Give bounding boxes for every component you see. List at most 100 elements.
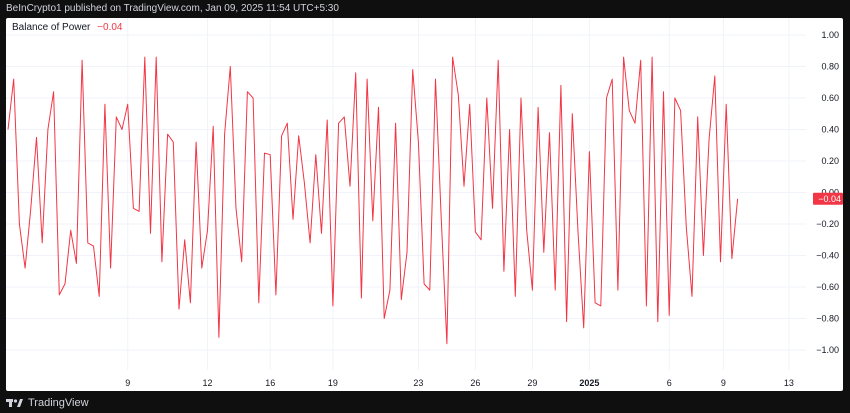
data-point — [53, 91, 54, 92]
y-tick-label: 0.80 — [821, 62, 839, 72]
data-point — [338, 123, 339, 124]
data-point — [583, 327, 584, 328]
data-point — [7, 129, 8, 130]
data-point — [566, 321, 567, 322]
x-tick-label: 29 — [527, 378, 537, 388]
data-point — [703, 255, 704, 256]
data-point — [19, 223, 20, 224]
data-point — [589, 151, 590, 152]
data-point — [463, 186, 464, 187]
data-point — [577, 231, 578, 232]
x-tick-label: 19 — [328, 378, 338, 388]
data-point — [669, 315, 670, 316]
last-value-label: −0.04 — [818, 194, 841, 204]
y-tick-label: −1.00 — [816, 345, 839, 355]
y-tick-label: 0.00 — [821, 188, 839, 198]
data-point — [498, 60, 499, 61]
data-point — [406, 252, 407, 253]
data-point — [196, 142, 197, 143]
x-tick-label: 9 — [721, 378, 726, 388]
data-point — [87, 242, 88, 243]
brand-name[interactable]: TradingView — [28, 397, 89, 409]
data-point — [156, 56, 157, 57]
data-point — [606, 97, 607, 98]
data-point — [264, 153, 265, 154]
data-point — [292, 219, 293, 220]
data-point — [76, 263, 77, 264]
data-point — [281, 135, 282, 136]
data-point — [47, 129, 48, 130]
data-point — [720, 261, 721, 262]
data-point — [144, 56, 145, 57]
data-point — [663, 91, 664, 92]
series-line-balance-of-power — [7, 56, 739, 345]
y-tick-label: −0.80 — [816, 314, 839, 324]
data-point — [207, 230, 208, 231]
tradingview-logo-icon[interactable] — [6, 398, 24, 408]
data-point — [344, 116, 345, 117]
data-point — [452, 56, 453, 57]
data-point — [178, 308, 179, 309]
data-point — [139, 211, 140, 212]
data-point — [161, 261, 162, 262]
data-point — [515, 296, 516, 297]
data-point — [82, 60, 83, 61]
data-point — [190, 302, 191, 303]
data-point — [640, 60, 641, 61]
data-point — [555, 290, 556, 291]
bop-chart[interactable]: 1.00 0.80 0.60 0.40 0.20 0.00 −0.20 −0.40 −0.60 −… — [6, 18, 843, 391]
y-tick-label: −0.20 — [816, 219, 839, 229]
data-point — [13, 79, 14, 80]
data-point — [270, 154, 271, 155]
data-point — [110, 268, 111, 269]
data-point — [680, 110, 681, 111]
data-point — [691, 296, 692, 297]
data-point — [42, 242, 43, 243]
data-point — [469, 104, 470, 105]
data-point — [64, 283, 65, 284]
y-tick-label: 0.20 — [821, 156, 839, 166]
data-point — [173, 142, 174, 143]
data-point — [549, 132, 550, 133]
data-point — [167, 134, 168, 135]
data-point — [509, 129, 510, 130]
data-point — [121, 129, 122, 130]
data-point — [543, 252, 544, 253]
data-point — [612, 79, 613, 80]
data-point — [253, 97, 254, 98]
data-point — [520, 97, 521, 98]
data-point — [697, 116, 698, 117]
data-point — [709, 138, 710, 139]
data-point — [486, 97, 487, 98]
data-point — [247, 91, 248, 92]
data-point — [526, 230, 527, 231]
data-point — [36, 137, 37, 138]
data-point — [241, 261, 242, 262]
data-point — [116, 116, 117, 117]
data-point — [617, 290, 618, 291]
data-point — [389, 290, 390, 291]
x-tick-label: 9 — [125, 378, 130, 388]
data-point — [361, 297, 362, 298]
data-point — [634, 123, 635, 124]
x-tick-label: 6 — [667, 378, 672, 388]
data-point — [127, 104, 128, 105]
x-tick-label: 23 — [413, 378, 423, 388]
data-point — [327, 119, 328, 120]
data-point — [133, 208, 134, 209]
data-point — [184, 239, 185, 240]
y-tick-label: 1.00 — [821, 30, 839, 40]
data-point — [686, 227, 687, 228]
data-point — [458, 94, 459, 95]
y-tick-label: 0.60 — [821, 93, 839, 103]
data-point — [652, 56, 653, 57]
indicator-legend[interactable]: Balance of Power −0.04 — [12, 22, 122, 33]
data-point — [657, 321, 658, 322]
data-point — [492, 208, 493, 209]
data-point — [623, 56, 624, 57]
y-tick-label: −0.60 — [816, 282, 839, 292]
chart-panel[interactable]: 1.00 0.80 0.60 0.40 0.20 0.00 −0.20 −0.40 −0.60 −… — [6, 18, 843, 391]
data-point — [629, 110, 630, 111]
data-point — [595, 302, 596, 303]
data-point — [429, 290, 430, 291]
